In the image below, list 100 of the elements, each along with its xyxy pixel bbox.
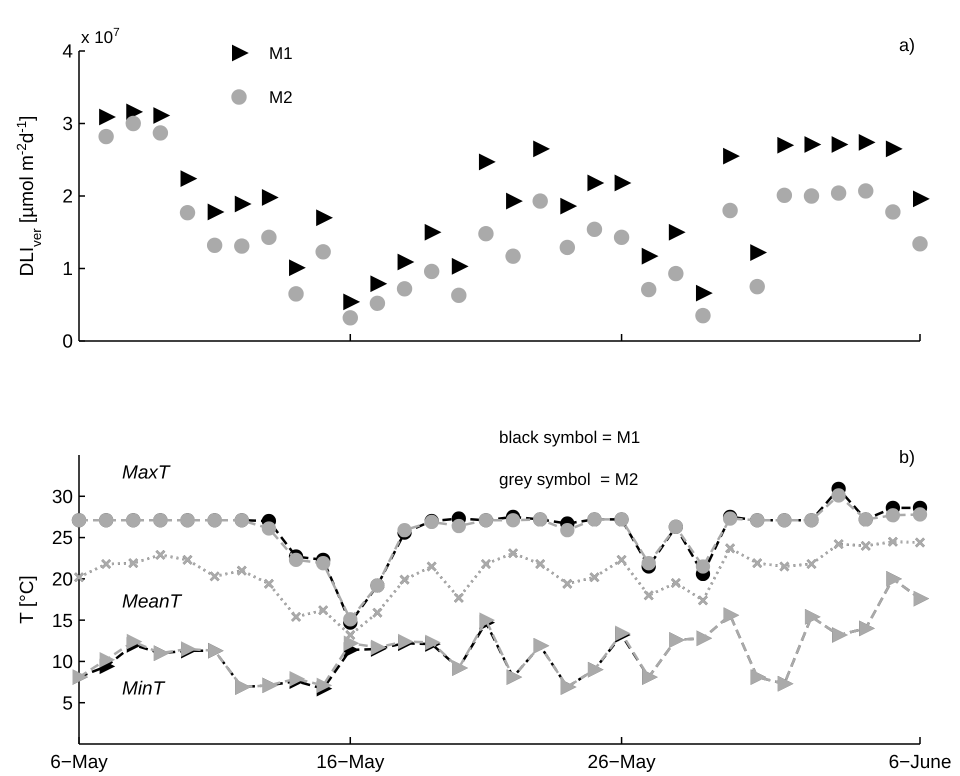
point <box>614 174 632 192</box>
point <box>832 136 848 153</box>
point <box>560 198 578 215</box>
point <box>262 521 276 536</box>
point <box>180 204 196 220</box>
point <box>695 308 711 324</box>
point <box>533 140 550 158</box>
legend-label: M2 <box>269 88 293 107</box>
point <box>668 224 686 241</box>
point <box>886 508 900 522</box>
annotation: grey symbol = M2 <box>499 470 638 489</box>
x-tick-label: 26−May <box>588 752 656 773</box>
point <box>234 238 250 254</box>
point <box>586 222 602 238</box>
point <box>396 281 412 296</box>
y-tick-label: 2 <box>62 186 73 208</box>
point <box>208 204 224 220</box>
point <box>424 264 440 280</box>
point <box>913 190 930 208</box>
point <box>153 107 170 124</box>
point <box>100 652 116 668</box>
point <box>451 288 467 304</box>
point <box>315 244 331 260</box>
legend-label: M1 <box>269 44 293 63</box>
point <box>126 104 144 120</box>
point <box>804 136 822 153</box>
point <box>722 202 738 218</box>
point <box>858 183 874 199</box>
x-tick-label: 16−May <box>316 752 385 773</box>
point <box>99 108 116 126</box>
annotation: MaxT <box>122 462 171 484</box>
point <box>831 488 846 503</box>
annotation: MeanT <box>122 592 183 613</box>
point <box>261 230 277 246</box>
point <box>478 226 494 242</box>
point <box>804 188 820 204</box>
point <box>344 635 360 652</box>
point <box>206 238 222 253</box>
point <box>234 196 252 212</box>
y-tick-label: 4 <box>62 42 74 63</box>
point <box>532 193 548 209</box>
point <box>642 248 659 265</box>
x-tick-label: 6−May <box>50 752 108 773</box>
chart-title: a) <box>898 35 915 55</box>
chart-title: b) <box>898 447 915 467</box>
point <box>452 518 466 534</box>
point <box>126 116 141 132</box>
point <box>614 230 630 246</box>
point <box>912 236 928 252</box>
y-tick-label: 30 <box>52 486 73 508</box>
point <box>289 259 306 276</box>
point <box>262 189 279 206</box>
point <box>152 125 168 141</box>
point <box>370 296 386 311</box>
point <box>98 128 114 144</box>
point <box>316 209 333 226</box>
point <box>370 275 388 292</box>
y-tick-label: 20 <box>52 570 73 591</box>
point <box>777 136 794 154</box>
y-tick-label: 5 <box>62 693 73 714</box>
point <box>668 266 684 282</box>
y-axis-title: T [°C] <box>17 575 38 624</box>
point <box>126 634 142 650</box>
point <box>342 310 358 326</box>
y-tick-label: 25 <box>52 528 73 550</box>
y-tick-label: 10 <box>52 652 73 674</box>
y-tick-label: 3 <box>62 114 73 136</box>
point <box>288 286 304 302</box>
point <box>478 154 496 170</box>
annotation: MinT <box>122 678 166 700</box>
point <box>776 188 792 203</box>
point <box>316 556 330 570</box>
y-tick-label: 15 <box>52 610 73 632</box>
point <box>424 224 442 241</box>
point <box>641 282 656 298</box>
text: black symbol = M1 <box>499 428 640 447</box>
point <box>343 293 360 310</box>
y-tick-label: 0 <box>62 332 73 353</box>
point <box>723 148 740 165</box>
text: x 10$^{7}$ <box>81 25 120 47</box>
point <box>587 174 604 192</box>
point <box>288 552 304 568</box>
point <box>506 192 523 210</box>
point <box>858 134 876 151</box>
point <box>642 556 656 570</box>
x-tick-label: 6−June <box>888 752 952 773</box>
point <box>452 258 469 275</box>
point <box>696 559 710 574</box>
y-tick-label: 1 <box>62 259 73 280</box>
point <box>830 185 846 201</box>
point <box>885 204 901 220</box>
point <box>912 507 928 522</box>
point <box>560 240 576 256</box>
point <box>505 248 521 264</box>
point <box>343 612 358 626</box>
point <box>316 678 332 694</box>
point <box>886 140 903 158</box>
point <box>696 284 713 302</box>
point <box>560 522 574 538</box>
point <box>180 170 198 187</box>
